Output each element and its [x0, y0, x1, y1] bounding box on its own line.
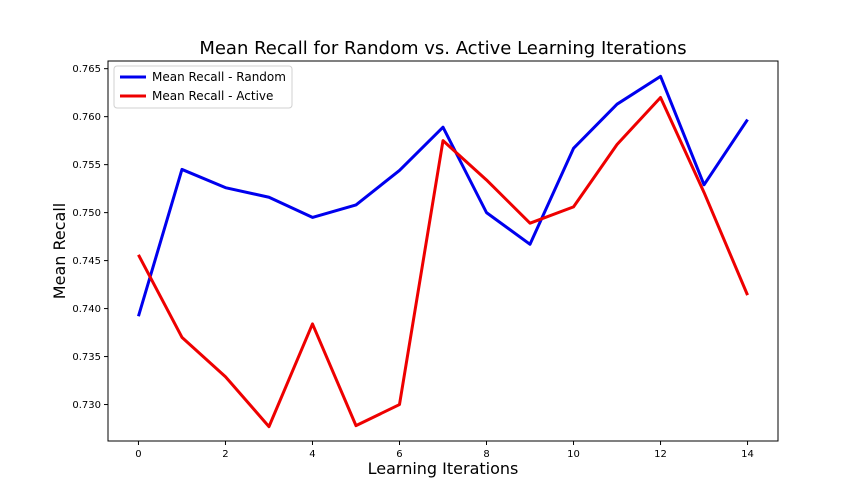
x-tick-label: 14 [741, 449, 754, 460]
x-tick-label: 4 [309, 449, 315, 460]
x-tick-label: 6 [396, 449, 402, 460]
y-tick-label: 0.750 [72, 208, 101, 219]
y-tick-label: 0.745 [72, 256, 101, 267]
legend-label: Mean Recall - Random [152, 70, 286, 84]
legend-box [113, 65, 293, 109]
chart-title: Mean Recall for Random vs. Active Learni… [199, 38, 686, 59]
series-line-random [137, 74, 749, 317]
y-axis-label: Mean Recall [50, 203, 69, 299]
y-tick-label: 0.735 [72, 352, 101, 363]
axes-frame [107, 60, 779, 442]
series-line-active [137, 95, 749, 429]
y-tick-label: 0.730 [72, 400, 101, 411]
x-tick-label: 2 [222, 449, 228, 460]
y-tick-label: 0.760 [72, 112, 101, 123]
legend: Mean Recall - Random Mean Recall - Active [113, 65, 293, 109]
x-axis-label: Learning Iterations [368, 459, 519, 478]
legend-label: Mean Recall - Active [152, 89, 273, 103]
y-tick-label: 0.765 [72, 64, 101, 75]
x-tick-label: 10 [567, 449, 580, 460]
y-tick-label: 0.755 [72, 160, 101, 171]
plot-area: 0 2 4 6 8 10 12 14 0.730 0.735 0.740 0.745 0.750 0.75… [72, 60, 779, 460]
x-tick-label: 8 [483, 449, 489, 460]
x-tick-label: 12 [654, 449, 667, 460]
x-tick-label: 0 [135, 449, 141, 460]
y-tick-label: 0.740 [72, 304, 101, 315]
